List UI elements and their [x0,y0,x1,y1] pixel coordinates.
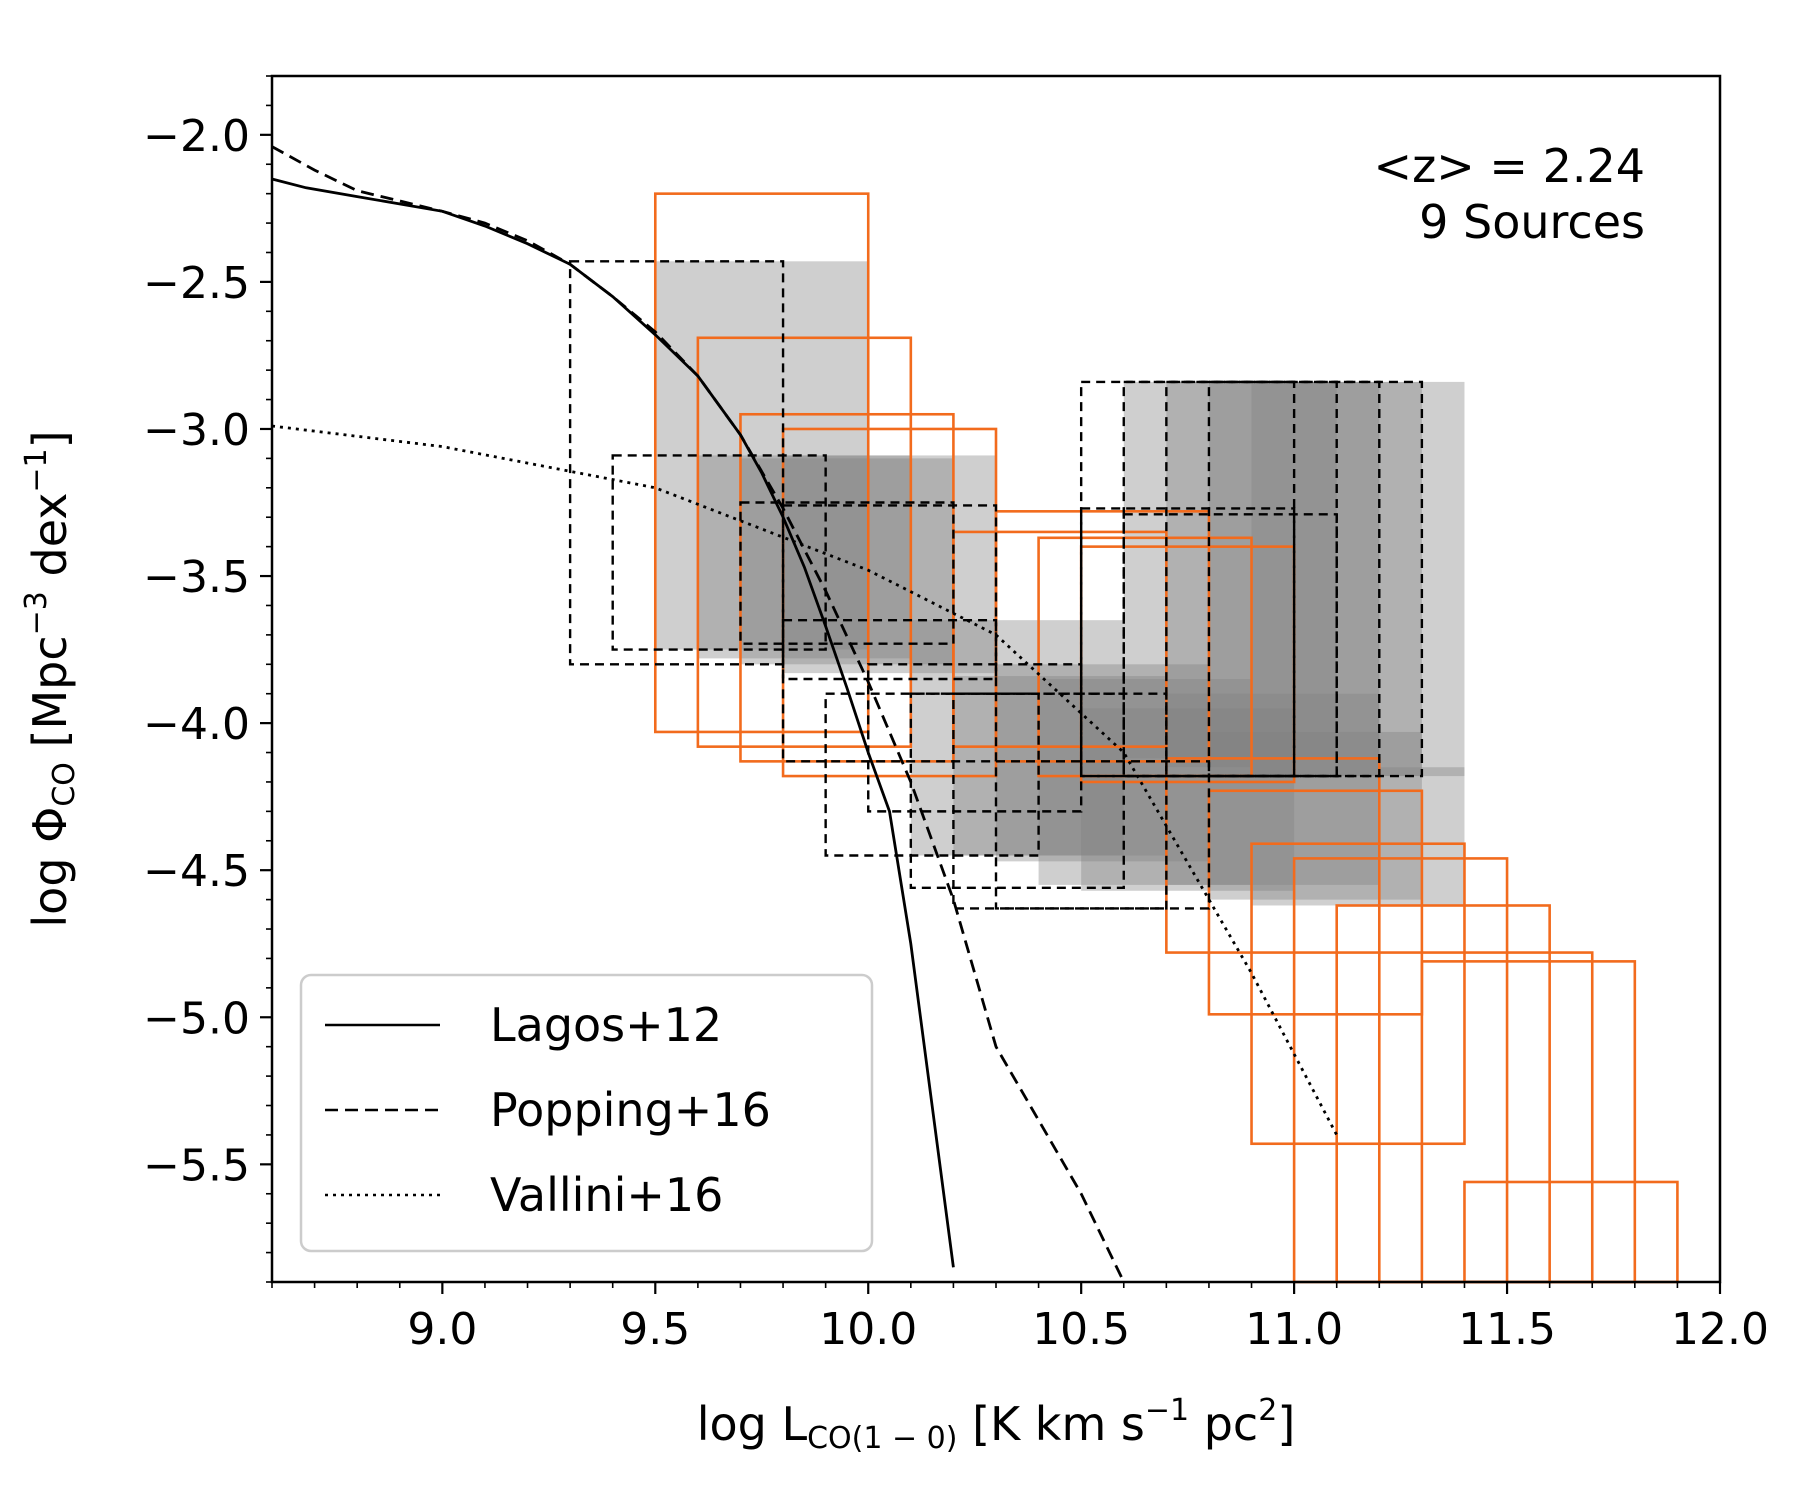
y-tick-label: −2.5 [143,258,250,309]
y-tick-label: −5.0 [143,993,250,1044]
legend-label-vallini: Vallini+16 [490,1168,723,1222]
series-line-popping-16 [271,145,1126,1283]
dashed-box-2 [739,501,955,645]
dashed-boxes-layer [568,260,1424,910]
legend-label-lagos: Lagos+12 [490,998,722,1052]
x-tick-label: 10.0 [819,1304,917,1355]
gray-box-13 [1166,381,1380,768]
dashed-box-4 [781,618,998,763]
orange-box-8 [1165,757,1381,954]
y-tick-label: −4.0 [143,699,250,750]
orange-box-9 [1207,789,1424,1016]
dashed-box-1 [611,454,827,651]
y-tick-label: −2.0 [143,111,250,162]
orange-box-10 [1250,842,1466,1146]
model-curves-layer [271,145,1338,1283]
gray-box-6 [996,664,1209,862]
gray-box-1 [697,455,911,659]
gray-box-3 [783,455,996,674]
x-axis-label: log LCO(1 − 0) [K km s−1 pc2] [697,1393,1296,1456]
gray-box-10 [1208,731,1422,900]
dashed-box-8 [952,692,1168,910]
source-count-annotation: 9 Sources [1419,195,1645,249]
gray-box-14 [1208,381,1422,777]
orange-box-0 [653,192,870,734]
x-tick-label: 9.0 [407,1304,477,1355]
series-line-vallini-16 [271,424,1338,1136]
legend-label-popping: Popping+16 [490,1083,771,1137]
gray-box-12 [1123,381,1337,759]
redshift-annotation: <z> = 2.24 [1374,139,1645,193]
x-tick-label: 10.5 [1032,1304,1130,1355]
dashed-box-0 [568,260,785,666]
legend-box [299,973,874,1253]
y-tick-label: −3.0 [143,405,250,456]
axis-ticks-layer: 9.0 9.5 10.0 10.5 11.0 11.5 12.0 −2.0 −2.5 −3.0 −3… [143,75,1769,1355]
x-tick-label: 9.5 [620,1304,690,1355]
dashed-box-3 [781,504,998,681]
y-tick-label: −4.5 [143,846,250,897]
gray-box-9 [1166,693,1380,885]
gray-box-4 [910,620,1124,856]
dashed-box-9 [994,760,1211,910]
y-tick-label: −5.5 [143,1140,250,1191]
dashed-box-15 [1207,380,1424,778]
orange-box-1 [696,336,913,748]
gray-box-15 [1251,381,1465,777]
legend: Lagos+12 Popping+16 Vallini+16 [299,973,874,1253]
gray-box-8 [1081,708,1295,891]
y-tick-label: −3.5 [143,552,250,603]
y-axis-label: log ΦCO [Mpc−3 dex−1] [19,430,82,927]
gray-box-5 [953,676,1167,856]
gray-boxes-layer [655,261,1465,906]
gray-box-11 [1251,767,1465,906]
x-tick-label: 12.0 [1671,1304,1769,1355]
x-tick-label: 11.0 [1245,1304,1343,1355]
x-tick-label: 11.5 [1458,1304,1556,1355]
